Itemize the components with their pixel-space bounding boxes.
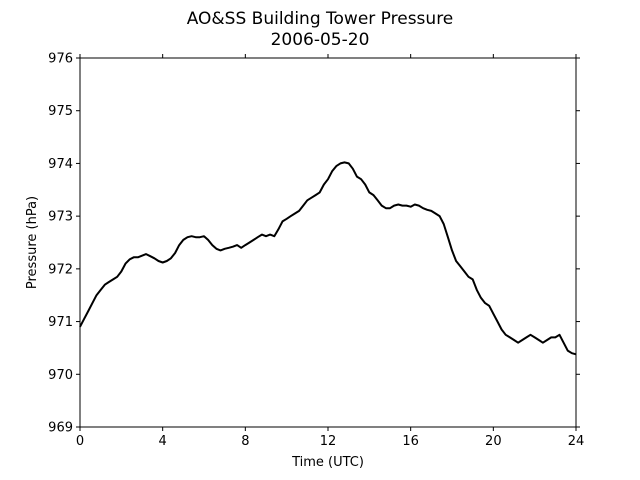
x-tick-label: 16	[402, 434, 419, 449]
plot-frame	[79, 57, 577, 428]
chart-title: AO&SS Building Tower Pressure	[187, 9, 454, 29]
y-tick-label: 973	[48, 210, 73, 225]
plot-area	[79, 161, 577, 356]
x-tick-label: 8	[241, 434, 249, 449]
y-axis-label: Pressure (hPa)	[25, 196, 40, 289]
y-tick-label: 969	[48, 421, 73, 436]
x-tick-label: 0	[76, 434, 84, 449]
y-tick-label: 971	[48, 315, 73, 330]
pressure-series-line	[79, 161, 577, 356]
x-tick-label: 20	[485, 434, 502, 449]
axis-ticks: 0 4 8 12 16 20 24 969 970 971 972 973 974 975 976	[48, 52, 584, 450]
x-tick-label: 24	[568, 434, 585, 449]
y-tick-label: 974	[48, 157, 73, 172]
x-tick-label: 4	[159, 434, 167, 449]
x-axis-label: Time (UTC)	[291, 455, 364, 470]
y-tick-label: 975	[48, 104, 73, 119]
y-tick-label: 970	[48, 368, 73, 383]
y-tick-label: 972	[48, 262, 73, 277]
x-tick-label: 12	[320, 434, 337, 449]
chart-subtitle: 2006-05-20	[271, 30, 370, 50]
y-tick-label: 976	[48, 52, 73, 67]
